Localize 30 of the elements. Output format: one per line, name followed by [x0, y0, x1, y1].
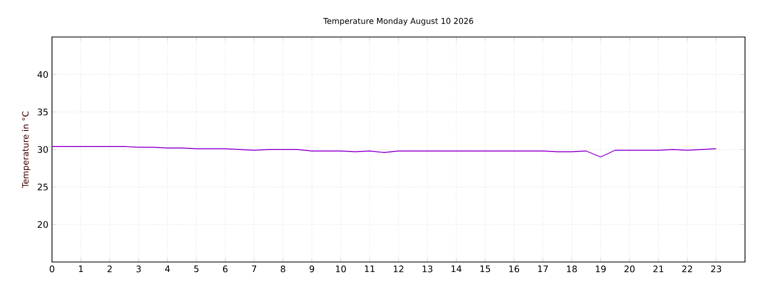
x-tick-label: 1 — [79, 266, 83, 272]
x-tick-label: 15 — [480, 266, 490, 272]
x-tick-label: 21 — [653, 266, 664, 272]
x-tick-label: 23 — [711, 266, 722, 272]
x-tick-label: 11 — [364, 266, 374, 272]
x-tick-label: 17 — [538, 266, 548, 272]
y-tick-label: 20 — [38, 221, 48, 228]
x-tick-label: 9 — [310, 266, 314, 272]
y-tick-label: 35 — [38, 108, 48, 116]
x-tick-label: 5 — [194, 266, 198, 272]
x-tick-label: 8 — [280, 266, 286, 272]
x-tick-label: 3 — [136, 266, 141, 272]
y-tick-label: 30 — [38, 146, 48, 153]
y-axis-title: Temperature in °C — [22, 112, 30, 188]
x-tick-label: 18 — [567, 266, 577, 272]
x-tick-label: 13 — [422, 266, 432, 272]
x-tick-label: 10 — [336, 266, 346, 272]
x-tick-label: 16 — [509, 266, 520, 272]
y-tick-label: 40 — [38, 71, 48, 78]
y-tick-label: 25 — [38, 184, 48, 190]
x-tick-label: 19 — [596, 266, 606, 272]
x-tick-label: 12 — [394, 266, 404, 272]
x-tick-label: 14 — [452, 266, 462, 272]
x-tick-label: 2 — [108, 266, 112, 272]
x-tick-label: 0 — [50, 266, 54, 272]
x-tick-label: 7 — [252, 266, 256, 272]
x-tick-label: 4 — [165, 266, 170, 272]
x-tick-label: 6 — [223, 266, 228, 272]
x-tick-label: 22 — [682, 266, 692, 272]
x-tick-label: 20 — [624, 266, 635, 272]
